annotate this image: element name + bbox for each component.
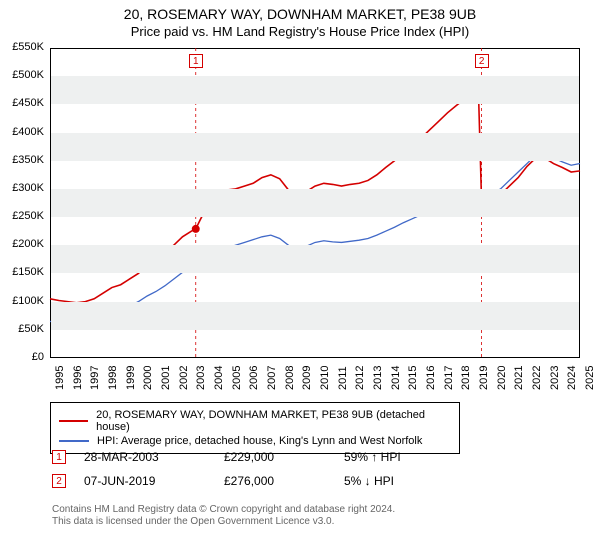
sale-marker-flag: 2 xyxy=(475,54,489,68)
x-axis-label: 2007 xyxy=(266,366,278,390)
sale-row-date: 07-JUN-2019 xyxy=(84,474,224,488)
y-axis-label: £400K xyxy=(4,126,44,138)
x-axis-label: 2005 xyxy=(231,366,243,390)
x-axis-label: 2017 xyxy=(443,366,455,390)
sale-row-date: 28-MAR-2003 xyxy=(84,450,224,464)
y-axis-label: £200K xyxy=(4,238,44,250)
x-axis-label: 2011 xyxy=(337,366,349,390)
x-axis-label: 1995 xyxy=(54,366,66,390)
x-axis-label: 2008 xyxy=(284,366,296,390)
y-axis-label: £0 xyxy=(4,351,44,363)
x-axis-label: 2025 xyxy=(584,366,596,390)
grid-band xyxy=(51,189,579,217)
x-axis-label: 2016 xyxy=(425,366,437,390)
x-axis-label: 1996 xyxy=(72,366,84,390)
y-axis-label: £500K xyxy=(4,69,44,81)
legend-item: HPI: Average price, detached house, King… xyxy=(59,435,451,447)
y-axis-label: £250K xyxy=(4,210,44,222)
y-axis-label: £550K xyxy=(4,41,44,53)
x-axis-label: 2002 xyxy=(178,366,190,390)
grid-band xyxy=(51,76,579,104)
x-axis-label: 2013 xyxy=(372,366,384,390)
x-axis-label: 2015 xyxy=(407,366,419,390)
sale-row-num: 1 xyxy=(52,450,66,464)
x-axis-label: 2021 xyxy=(513,366,525,390)
sale-row-change: 59% ↑ HPI xyxy=(344,450,401,464)
y-axis-label: £450K xyxy=(4,97,44,109)
x-axis-label: 2019 xyxy=(478,366,490,390)
x-axis-label: 2001 xyxy=(160,366,172,390)
x-axis-label: 2024 xyxy=(566,366,578,390)
x-axis-label: 2004 xyxy=(213,366,225,390)
sale-row-num: 2 xyxy=(52,474,66,488)
sale-dot xyxy=(192,225,200,233)
sale-marker-flag: 1 xyxy=(189,54,203,68)
y-axis-label: £50K xyxy=(4,323,44,335)
x-axis-label: 1998 xyxy=(107,366,119,390)
x-axis-label: 2012 xyxy=(354,366,366,390)
footer-line-1: Contains HM Land Registry data © Crown c… xyxy=(52,504,395,515)
series-line-hpi xyxy=(50,154,580,324)
y-axis-label: £350K xyxy=(4,154,44,166)
x-axis-label: 2018 xyxy=(460,366,472,390)
x-axis-label: 2003 xyxy=(195,366,207,390)
footer-line-2: This data is licensed under the Open Gov… xyxy=(52,516,334,527)
legend-swatch xyxy=(59,420,88,422)
y-axis-label: £300K xyxy=(4,182,44,194)
grid-band xyxy=(51,302,579,330)
x-axis-label: 2023 xyxy=(549,366,561,390)
x-axis-label: 1997 xyxy=(89,366,101,390)
sale-row-price: £229,000 xyxy=(224,450,344,464)
legend-label: 20, ROSEMARY WAY, DOWNHAM MARKET, PE38 9… xyxy=(96,409,451,433)
legend-item: 20, ROSEMARY WAY, DOWNHAM MARKET, PE38 9… xyxy=(59,409,451,433)
y-axis-label: £150K xyxy=(4,266,44,278)
y-axis-label: £100K xyxy=(4,295,44,307)
legend-label: HPI: Average price, detached house, King… xyxy=(97,435,422,447)
x-axis-label: 2020 xyxy=(496,366,508,390)
grid-band xyxy=(51,133,579,161)
x-axis-label: 2000 xyxy=(142,366,154,390)
x-axis-label: 2006 xyxy=(248,366,260,390)
grid-band xyxy=(51,245,579,273)
sale-row-price: £276,000 xyxy=(224,474,344,488)
x-axis-label: 2010 xyxy=(319,366,331,390)
x-axis-label: 2014 xyxy=(390,366,402,390)
x-axis-label: 2022 xyxy=(531,366,543,390)
x-axis-label: 1999 xyxy=(125,366,137,390)
sale-data-row: 1 28-MAR-2003£229,00059% ↑ HPI xyxy=(52,450,401,464)
sale-row-change: 5% ↓ HPI xyxy=(344,474,394,488)
legend-box: 20, ROSEMARY WAY, DOWNHAM MARKET, PE38 9… xyxy=(50,402,460,454)
x-axis-label: 2009 xyxy=(301,366,313,390)
legend-swatch xyxy=(59,440,89,442)
sale-data-row: 2 07-JUN-2019£276,0005% ↓ HPI xyxy=(52,474,394,488)
